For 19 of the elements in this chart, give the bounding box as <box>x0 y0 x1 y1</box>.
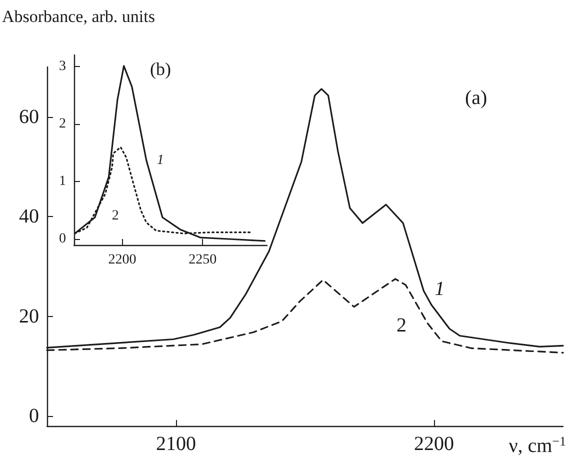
x-tick-label: 2100 <box>156 433 196 455</box>
y-tick-label: 0 <box>59 232 66 247</box>
y-axis-title: Absorbance, arb. units <box>2 7 155 26</box>
y-tick-label: 0 <box>29 405 39 428</box>
y-tick-label: 2 <box>59 116 66 132</box>
text: (a) <box>465 87 488 109</box>
series-label: 1 <box>156 152 164 168</box>
series-label: 2 <box>112 208 119 224</box>
series-label: 2 <box>396 314 407 336</box>
y-tick-label: 40 <box>19 206 39 228</box>
y-tick-label: 3 <box>59 59 66 74</box>
chart-title: (b) <box>150 59 171 79</box>
y-tick-label: 60 <box>19 106 39 128</box>
x-tick-label: 2200 <box>414 433 454 455</box>
series-label: 1 <box>434 278 445 300</box>
x-tick-label: 2250 <box>188 252 217 268</box>
x-tick-label: 2200 <box>108 252 136 268</box>
y-tick-label: 1 <box>59 174 66 190</box>
y-tick-label: 20 <box>19 305 39 328</box>
